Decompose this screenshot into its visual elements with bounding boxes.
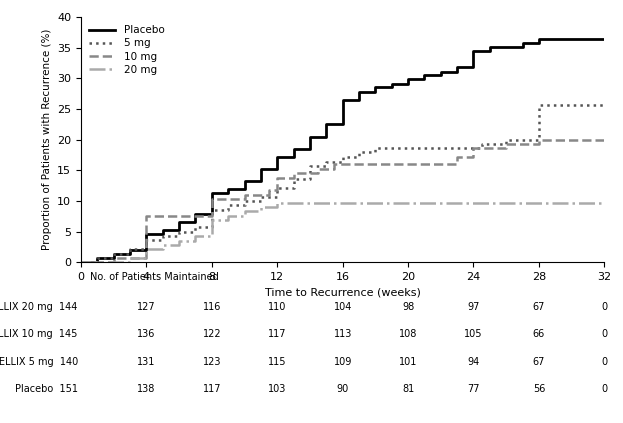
Text: TRINTELLIX 5 mg  140: TRINTELLIX 5 mg 140 <box>0 357 78 367</box>
Text: 103: 103 <box>268 384 287 394</box>
Text: 138: 138 <box>137 384 156 394</box>
Text: 110: 110 <box>268 302 287 312</box>
Text: 67: 67 <box>533 357 545 367</box>
Text: 98: 98 <box>402 302 414 312</box>
Text: 136: 136 <box>137 329 156 339</box>
Text: 117: 117 <box>202 384 221 394</box>
Text: 90: 90 <box>336 384 349 394</box>
X-axis label: Time to Recurrence (weeks): Time to Recurrence (weeks) <box>265 288 421 297</box>
Legend: Placebo, 5 mg, 10 mg, 20 mg: Placebo, 5 mg, 10 mg, 20 mg <box>86 22 168 78</box>
Text: 127: 127 <box>137 302 156 312</box>
Text: Placebo  151: Placebo 151 <box>15 384 78 394</box>
Text: 81: 81 <box>402 384 414 394</box>
Text: 113: 113 <box>333 329 352 339</box>
Text: TRINTELLIX 10 mg  145: TRINTELLIX 10 mg 145 <box>0 329 78 339</box>
Text: 108: 108 <box>399 329 417 339</box>
Text: No. of Patients Maintained: No. of Patients Maintained <box>90 272 219 282</box>
Text: 117: 117 <box>268 329 287 339</box>
Text: 77: 77 <box>467 384 480 394</box>
Text: 0: 0 <box>601 329 607 339</box>
Text: 97: 97 <box>467 302 480 312</box>
Text: 56: 56 <box>533 384 545 394</box>
Text: 67: 67 <box>533 302 545 312</box>
Y-axis label: Proportion of Patients with Recurrence (%): Proportion of Patients with Recurrence (… <box>42 29 52 250</box>
Text: 131: 131 <box>137 357 156 367</box>
Text: 66: 66 <box>533 329 545 339</box>
Text: 0: 0 <box>601 357 607 367</box>
Text: 123: 123 <box>202 357 221 367</box>
Text: 109: 109 <box>333 357 352 367</box>
Text: TRINTELLIX 20 mg  144: TRINTELLIX 20 mg 144 <box>0 302 78 312</box>
Text: 105: 105 <box>464 329 483 339</box>
Text: 0: 0 <box>601 302 607 312</box>
Text: 122: 122 <box>202 329 221 339</box>
Text: 94: 94 <box>467 357 480 367</box>
Text: 116: 116 <box>202 302 221 312</box>
Text: 0: 0 <box>601 384 607 394</box>
Text: 101: 101 <box>399 357 417 367</box>
Text: 104: 104 <box>333 302 352 312</box>
Text: 115: 115 <box>268 357 287 367</box>
